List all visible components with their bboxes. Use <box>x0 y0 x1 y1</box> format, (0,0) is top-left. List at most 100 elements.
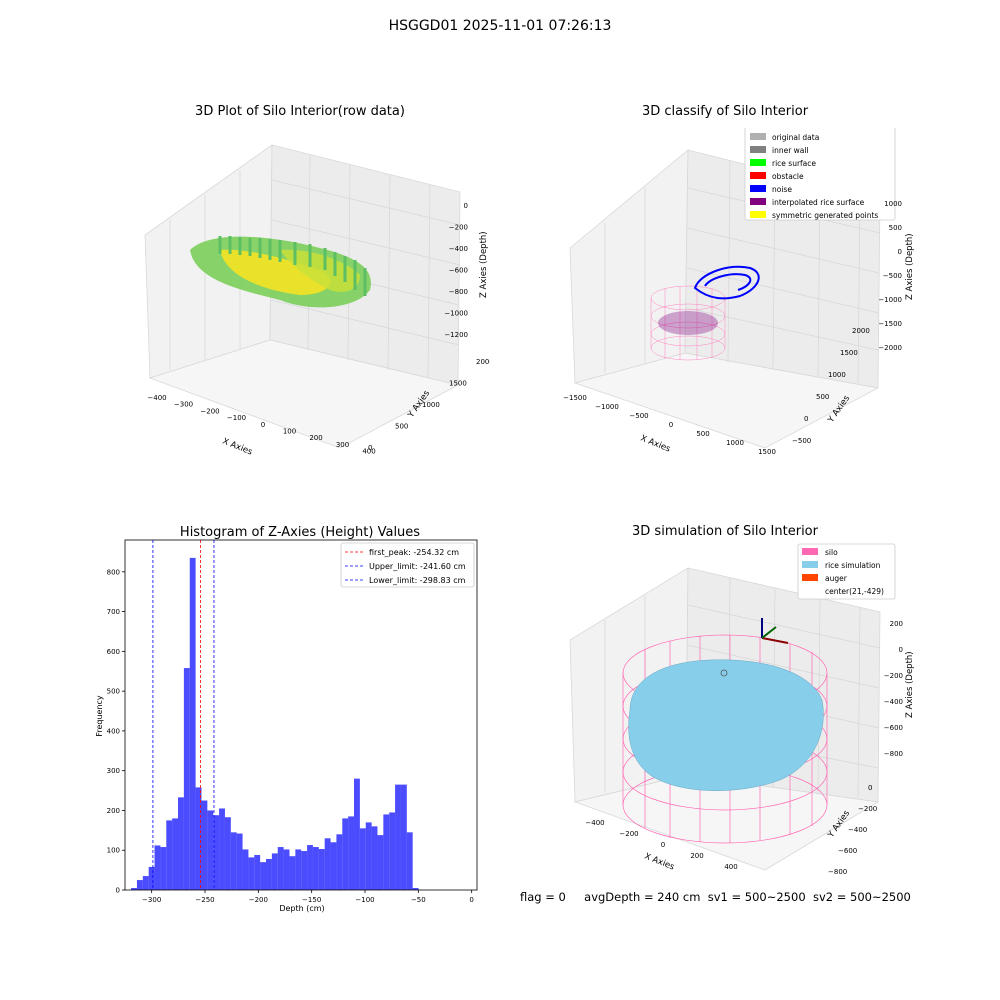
legend-label: inner wall <box>772 146 809 155</box>
auger-axes <box>761 618 789 644</box>
legend-label: noise <box>772 185 792 194</box>
classify-x-tick: −1500 <box>563 394 587 402</box>
raw-z-tick: 0 <box>464 202 468 210</box>
histogram-bar <box>254 855 261 890</box>
raw-x-tick: −300 <box>174 401 193 409</box>
sim-x-tick: 200 <box>690 852 703 860</box>
sim-y-tick: −400 <box>848 826 867 834</box>
histogram-bar <box>301 851 308 890</box>
x-tick-label: −150 <box>302 896 321 904</box>
y-tick-label: 500 <box>107 688 120 696</box>
silo-wire <box>650 285 726 361</box>
legend-swatch <box>750 146 766 153</box>
classify-x-tick: 500 <box>696 430 709 438</box>
legend-label: Lower_limit: -298.83 cm <box>369 576 466 585</box>
histogram-bar <box>330 842 337 890</box>
y-tick-label: 400 <box>107 727 120 735</box>
sim-y-tick: −600 <box>838 847 857 855</box>
raw-z-tick: −1000 <box>444 310 468 318</box>
classify-x-tick: −1000 <box>595 403 619 411</box>
raw-x-tick: 100 <box>283 428 296 436</box>
histogram-bar <box>336 834 343 890</box>
histogram-bar <box>172 818 179 890</box>
classify-z-tick: −1500 <box>878 320 902 328</box>
legend-swatch <box>750 185 766 192</box>
histogram-legend: first_peak: -254.32 cm Upper_limit: -241.… <box>340 542 475 588</box>
raw-x-tick: 0 <box>261 421 265 429</box>
histogram-bar <box>283 849 290 890</box>
histogram-bar <box>354 778 360 890</box>
raw-x-tick: 200 <box>309 434 322 442</box>
y-tick-label: 0 <box>116 887 120 895</box>
histogram-bar <box>348 816 355 890</box>
histogram-bar <box>136 880 143 890</box>
histogram-title: Histogram of Z-Axies (Height) Values <box>180 525 420 540</box>
raw-3d-plot: X Axies Y Axies Z Axies (Depth) −400−300… <box>144 144 490 458</box>
raw-y-tick: 1500 <box>449 380 467 388</box>
legend-label: auger <box>825 574 848 583</box>
sim-y-tick: 0 <box>868 784 872 792</box>
sim-z-tick: 0 <box>899 646 903 654</box>
rice-points <box>658 311 718 335</box>
histogram-bar <box>195 787 202 890</box>
sv1-text: sv1 = 500~2500 <box>707 890 806 904</box>
legend-swatch <box>750 133 766 140</box>
x-tick-label: −50 <box>411 896 426 904</box>
raw-x-tick: 300 <box>336 441 349 449</box>
y-tick-label: 200 <box>107 807 120 815</box>
legend-sim: silo rice simulation auger center(21,-429) <box>797 543 896 600</box>
legend-swatch <box>802 548 818 555</box>
histogram-bar <box>342 818 349 890</box>
histogram-bars <box>131 557 419 890</box>
legend-sim-items: silo rice simulation auger center(21,-429) <box>802 548 884 596</box>
histogram-bar <box>412 888 419 890</box>
histogram-bar <box>406 832 413 890</box>
histogram-bar <box>371 826 378 890</box>
histogram-bar <box>224 817 231 890</box>
legend-label: rice surface <box>772 159 816 168</box>
x-tick-label: −200 <box>249 896 268 904</box>
legend-label: first_peak: -254.32 cm <box>369 548 459 557</box>
histogram-ylabel: Frequency <box>95 695 104 737</box>
legend-swatch <box>802 574 818 581</box>
classify-z-tick: 1000 <box>884 200 902 208</box>
sim-z-tick: −800 <box>884 750 903 758</box>
histogram-bar <box>266 858 272 890</box>
flag-text: flag = 0 <box>520 890 566 904</box>
classify-z-tick: −500 <box>883 272 902 280</box>
classify-z-tick: −1000 <box>878 296 902 304</box>
histogram-frame <box>124 539 478 891</box>
legend-classify: original data inner wall rice surface obsta… <box>744 128 896 221</box>
sim-x-tick: −200 <box>619 830 638 838</box>
raw-xlabel: X Axies <box>221 437 254 458</box>
histogram-xlabel: Depth (cm) <box>279 904 324 913</box>
raw-z-tick: −400 <box>449 245 468 253</box>
histogram-bar <box>236 833 243 890</box>
sim-x-tick: 400 <box>724 863 737 871</box>
histogram-bar <box>260 862 267 890</box>
histogram-bar <box>395 784 401 890</box>
legend-label: obstacle <box>772 172 804 181</box>
classify-z-tick: −2000 <box>878 344 902 352</box>
legend-label: interpolated rice surface <box>772 198 865 207</box>
histogram-bar <box>324 838 331 890</box>
raw-x-tick: −400 <box>147 394 166 402</box>
raw-y-tick: 2000 <box>476 358 490 366</box>
histogram-vlines <box>152 540 215 890</box>
legend-swatch <box>750 198 766 205</box>
raw-z-tick: −800 <box>449 288 468 296</box>
legend-frame <box>340 542 475 588</box>
classify-y-tick: 1000 <box>828 371 846 379</box>
histogram-bar <box>178 797 184 890</box>
legend-swatch <box>802 561 818 568</box>
histogram-bar <box>166 820 173 890</box>
classify-3d-plot: original data inner wall rice surface obsta… <box>563 128 915 456</box>
classify-y-tick: 500 <box>816 393 829 401</box>
sim-z-tick: −200 <box>884 672 903 680</box>
legend-label: silo <box>825 548 838 557</box>
sim-xlabel: X Axies <box>643 852 676 873</box>
avg-depth-text: avgDepth = 240 cm <box>584 890 701 904</box>
classify-z-tick: 0 <box>898 248 902 256</box>
raw-y-tick: 0 <box>368 444 372 452</box>
classify-x-tick: −500 <box>629 412 648 420</box>
